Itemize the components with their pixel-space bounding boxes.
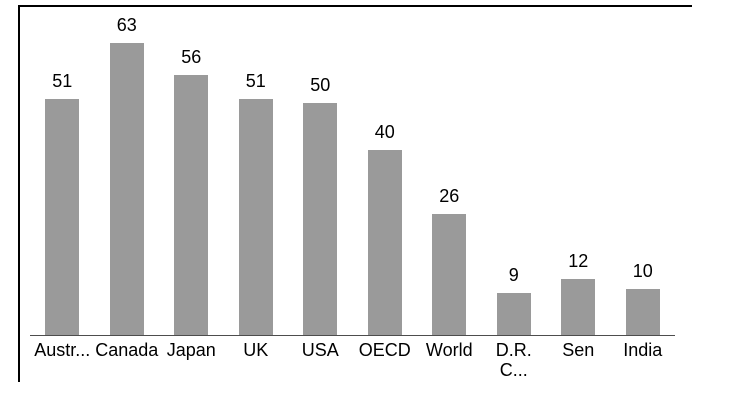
bar-value-label: 10 (632, 261, 653, 281)
category-label: World (425, 340, 473, 360)
category-label: OECD (358, 340, 411, 360)
bar (238, 99, 273, 335)
category-label: India (623, 340, 663, 360)
chart-frame-border (18, 5, 692, 382)
category-label: Japan (166, 340, 216, 360)
bar (45, 99, 80, 335)
category-label: USA (301, 340, 339, 360)
bar-value-label: 51 (245, 71, 266, 91)
category-label: Sen (562, 340, 595, 360)
bar (109, 43, 144, 335)
bar-value-label: 51 (52, 71, 73, 91)
bar (367, 150, 402, 335)
bar-value-label: 56 (181, 47, 202, 67)
bar-value-label: 26 (439, 186, 460, 206)
bar (432, 214, 467, 335)
bar-value-label: 50 (310, 75, 331, 95)
category-label: Canada (95, 340, 159, 360)
bar (625, 289, 660, 335)
bar (303, 103, 338, 335)
bar-value-label: 9 (508, 265, 519, 285)
bar (496, 293, 531, 335)
category-label: Austr... (34, 340, 91, 360)
category-label: UK (243, 340, 269, 360)
bar-value-label: 12 (568, 251, 589, 271)
bar-value-label: 40 (374, 122, 395, 142)
bar-value-label: 63 (116, 15, 137, 35)
bar (174, 75, 209, 335)
bar (561, 279, 596, 335)
x-axis-line (30, 335, 675, 336)
category-label: D.R. C... (495, 340, 532, 380)
